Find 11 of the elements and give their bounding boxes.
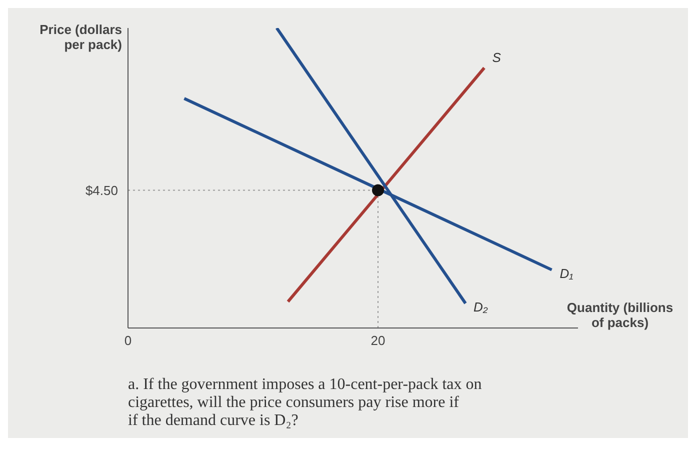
- text: $4.50: [85, 182, 118, 198]
- x-axis-title: Quantity (billions of packs): [566, 300, 674, 330]
- y-axis-title: Price (dollars per pack): [38, 22, 122, 52]
- text: cigarettes, will the price consumers pay rise more if: [128, 394, 460, 412]
- x-tick-label: 0: [124, 333, 132, 348]
- series-label: S: [492, 50, 502, 65]
- text: if the demand curve is D₂?: [128, 412, 300, 430]
- x-tick-label: 20: [370, 333, 386, 348]
- series-label: D₂: [474, 299, 488, 314]
- text: a. If the government imposes a 10-cent-per-pack tax on: [128, 376, 483, 394]
- series-label: D₁: [560, 266, 574, 281]
